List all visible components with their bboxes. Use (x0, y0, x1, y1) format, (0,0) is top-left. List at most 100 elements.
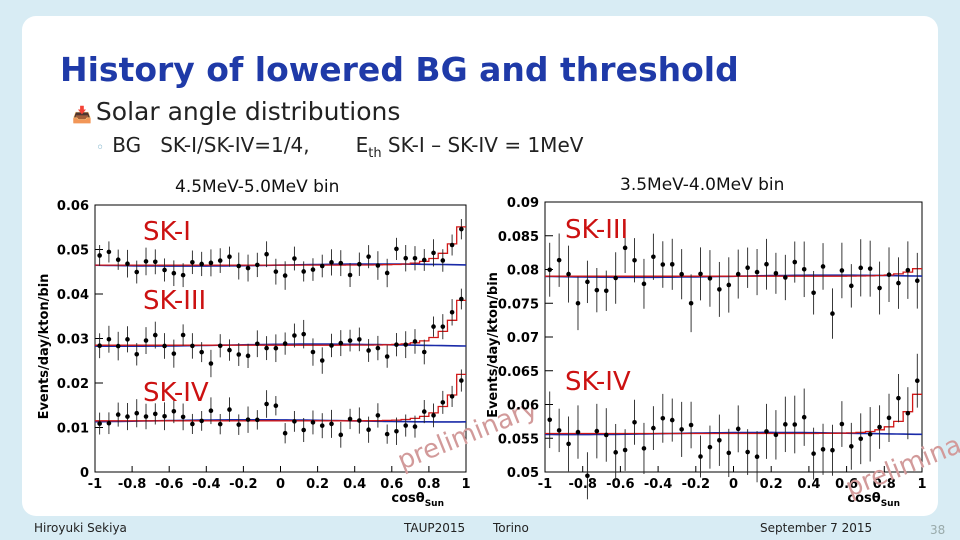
data-point (651, 425, 656, 431)
data-point (431, 324, 436, 329)
data-point (651, 254, 656, 260)
x-tick-label: -0.8 (568, 477, 596, 492)
data-point (301, 269, 306, 274)
data-point (717, 287, 722, 292)
data-point (338, 260, 344, 266)
data-point (849, 283, 854, 289)
y-axis-label: Events/day/kton/bin (486, 272, 501, 418)
series-label: SK-I (143, 217, 191, 247)
data-point (152, 411, 158, 417)
data-point (97, 253, 102, 258)
data-point (347, 338, 353, 343)
data-point (255, 262, 260, 268)
data-point (384, 431, 390, 437)
data-point (412, 255, 418, 261)
data-point (886, 415, 892, 421)
data-point (440, 258, 446, 263)
data-point (236, 263, 242, 269)
data-point (264, 345, 269, 351)
data-point (698, 271, 703, 277)
data-point (459, 226, 464, 232)
x-tick-label: 1 (461, 477, 470, 492)
data-point (162, 413, 167, 419)
data-point (255, 417, 260, 423)
x-tick-label: 1 (917, 477, 926, 492)
series-sk-i (94, 219, 467, 290)
data-point (698, 454, 703, 459)
data-point (773, 271, 779, 276)
data-point (622, 447, 628, 453)
chart-1: 4.5MeV-5.0MeV bin 0 0.01 0.02 0.03 0.04 0.05 0.… (37, 177, 542, 509)
data-point (669, 417, 675, 423)
data-point (357, 261, 362, 267)
data-point (801, 266, 807, 272)
y-tick-label: 0.04 (57, 288, 89, 303)
data-point (575, 429, 581, 435)
data-point (403, 342, 409, 347)
data-point (366, 427, 371, 433)
data-point (735, 426, 741, 432)
data-point (236, 352, 242, 357)
data-point (366, 348, 371, 353)
data-point (660, 416, 666, 421)
data-point (190, 343, 195, 349)
data-point (310, 420, 316, 425)
x-tick-label: -1 (538, 477, 552, 492)
data-point (632, 257, 637, 263)
data-point (449, 394, 455, 399)
data-point (717, 437, 722, 443)
data-point (125, 337, 130, 342)
data-point (134, 269, 140, 275)
data-point (603, 288, 609, 294)
y-tick-label: 0 (80, 466, 89, 481)
data-point (143, 414, 149, 419)
data-point (403, 255, 409, 261)
data-point (394, 428, 399, 434)
data-point (896, 280, 901, 286)
data-point (394, 246, 399, 252)
data-point (641, 281, 647, 287)
data-point (886, 272, 892, 277)
data-point (180, 332, 186, 338)
data-point (449, 310, 455, 315)
series-label: SK-III (143, 286, 206, 316)
footer-author: Hiroyuki Sekiya (34, 521, 127, 535)
data-point (820, 447, 826, 452)
data-point (106, 336, 112, 342)
data-point (208, 408, 214, 414)
data-point (319, 263, 325, 269)
data-point (830, 311, 835, 316)
data-point (245, 417, 251, 422)
data-point (641, 446, 647, 451)
data-point (613, 450, 618, 455)
data-point (575, 300, 581, 306)
data-point (375, 263, 381, 268)
bullet2-left: BG SK-I/SK-IV=1/4, (112, 133, 310, 157)
y-tick-label: 0.085 (498, 230, 539, 245)
data-point (264, 401, 269, 407)
data-point (905, 410, 911, 416)
data-point (152, 332, 158, 338)
data-point (125, 261, 130, 267)
x-tick-label: -0.2 (682, 477, 710, 492)
data-point (867, 431, 873, 437)
data-point (171, 270, 177, 276)
data-point (292, 256, 297, 261)
x-tick-label: 0.4 (797, 477, 820, 492)
data-point (877, 424, 882, 430)
data-point (896, 395, 901, 401)
data-point (310, 267, 316, 272)
footer-date: September 7 2015 (760, 521, 873, 535)
data-point (143, 338, 149, 343)
x-tick-label: -0.8 (118, 477, 146, 492)
data-point (366, 254, 371, 259)
data-point (421, 349, 427, 355)
data-point (622, 245, 628, 251)
x-tick-label: 0.4 (343, 477, 366, 492)
data-point (329, 343, 334, 348)
signal-fit-line (545, 268, 922, 277)
sub-bullet-icon: ◦ (96, 140, 105, 156)
data-point (688, 300, 694, 306)
data-point (264, 251, 269, 257)
